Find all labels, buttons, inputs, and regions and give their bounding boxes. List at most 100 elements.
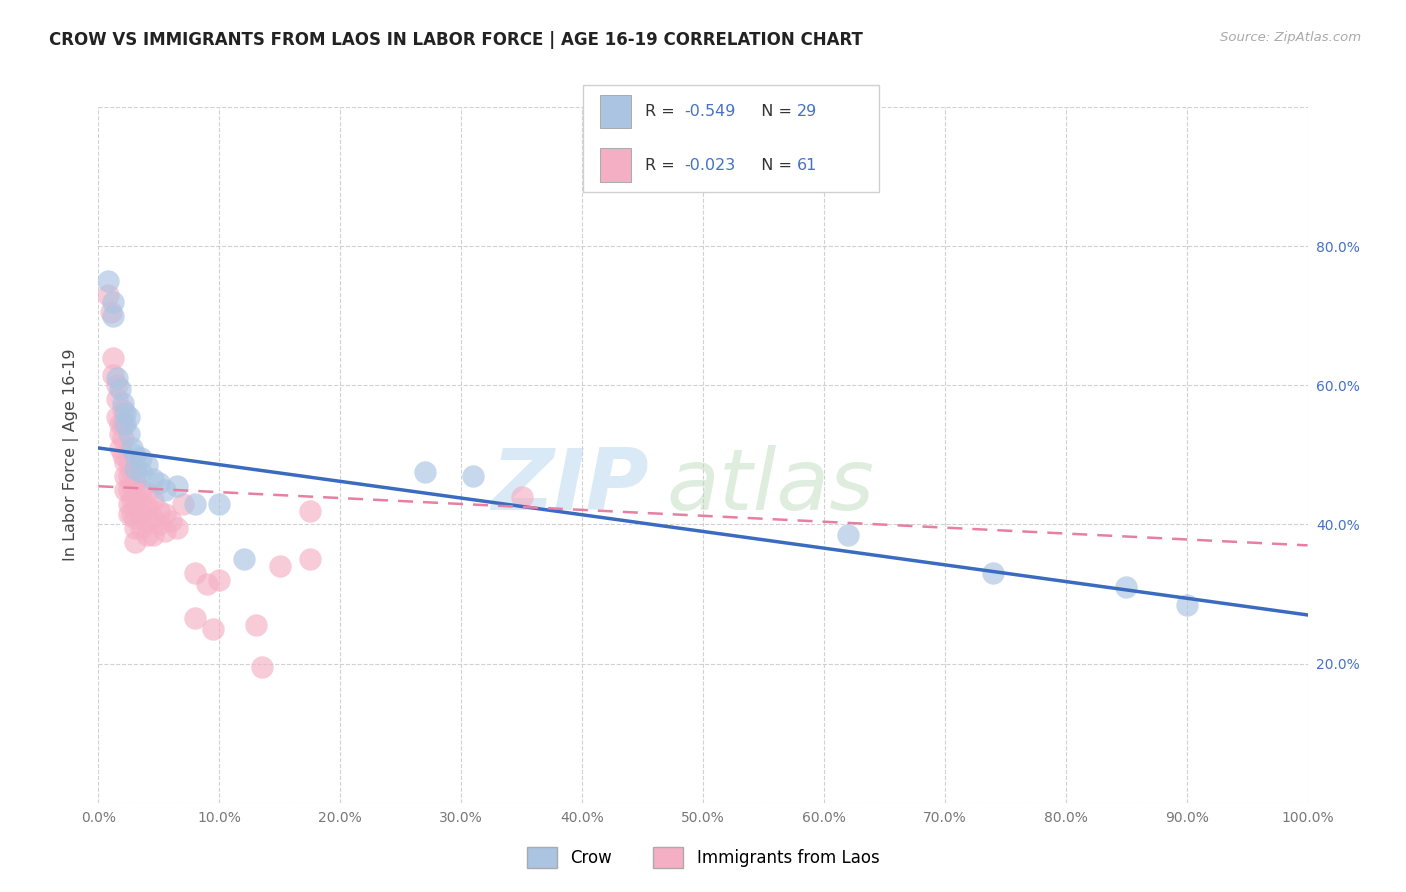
Text: -0.023: -0.023 — [685, 158, 735, 172]
Point — [111, 448, 134, 462]
Point — [1115, 580, 1137, 594]
Point — [118, 497, 141, 511]
Point — [124, 462, 146, 476]
Point — [121, 493, 143, 508]
Point — [118, 468, 141, 483]
Point — [510, 490, 533, 504]
Point — [105, 409, 128, 424]
Point — [129, 483, 152, 497]
Text: -0.549: -0.549 — [685, 104, 737, 119]
Point — [124, 486, 146, 500]
Point — [195, 576, 218, 591]
Point — [105, 378, 128, 392]
Y-axis label: In Labor Force | Age 16-19: In Labor Force | Age 16-19 — [63, 349, 79, 561]
Point — [118, 427, 141, 442]
Point — [121, 441, 143, 455]
Point — [148, 475, 170, 490]
Point — [114, 455, 136, 469]
Point — [135, 458, 157, 473]
Point — [250, 660, 273, 674]
Text: R =: R = — [645, 104, 681, 119]
Point — [108, 441, 131, 455]
Point — [121, 466, 143, 480]
Point — [129, 497, 152, 511]
Point — [135, 528, 157, 542]
Point — [111, 431, 134, 445]
Point — [114, 468, 136, 483]
Point — [299, 503, 322, 517]
Point — [172, 497, 194, 511]
Text: 29: 29 — [797, 104, 817, 119]
Point — [124, 475, 146, 490]
Point — [135, 514, 157, 528]
Point — [245, 618, 267, 632]
Point — [101, 294, 124, 309]
Point — [108, 427, 131, 442]
Point — [118, 455, 141, 469]
Point — [100, 305, 122, 319]
Point — [208, 497, 231, 511]
Point — [124, 500, 146, 514]
Point — [142, 528, 165, 542]
Text: N =: N = — [751, 104, 797, 119]
Point — [142, 472, 165, 486]
Point — [299, 552, 322, 566]
Point — [118, 409, 141, 424]
Point — [111, 417, 134, 431]
Point — [184, 497, 207, 511]
Point — [118, 507, 141, 521]
Point — [142, 510, 165, 524]
Point — [124, 510, 146, 524]
Point — [101, 351, 124, 365]
Text: R =: R = — [645, 158, 681, 172]
Point — [413, 466, 436, 480]
Point — [105, 392, 128, 407]
Point — [124, 535, 146, 549]
Point — [114, 483, 136, 497]
Point — [232, 552, 254, 566]
Point — [166, 479, 188, 493]
Point — [105, 371, 128, 385]
Point — [129, 521, 152, 535]
Point — [111, 396, 134, 410]
Point — [208, 573, 231, 587]
Point — [135, 500, 157, 514]
Point — [97, 288, 120, 302]
Point — [114, 417, 136, 431]
Legend: Crow, Immigrants from Laos: Crow, Immigrants from Laos — [520, 841, 886, 874]
Point — [142, 493, 165, 508]
Point — [97, 274, 120, 288]
Point — [202, 622, 225, 636]
Point — [153, 507, 176, 521]
Point — [129, 507, 152, 521]
Point — [160, 514, 183, 528]
Text: ZIP: ZIP — [491, 445, 648, 528]
Point — [121, 507, 143, 521]
Text: 61: 61 — [797, 158, 817, 172]
Point — [153, 524, 176, 539]
Point — [1175, 598, 1198, 612]
Point — [837, 528, 859, 542]
Point — [108, 382, 131, 396]
Point — [269, 559, 291, 574]
Point — [111, 402, 134, 417]
Point — [148, 503, 170, 517]
Point — [101, 368, 124, 382]
Point — [118, 483, 141, 497]
Point — [463, 468, 485, 483]
Point — [124, 521, 146, 535]
Point — [184, 566, 207, 581]
Point — [124, 448, 146, 462]
Point — [166, 521, 188, 535]
Point — [129, 451, 152, 466]
Text: atlas: atlas — [666, 445, 875, 528]
Point — [981, 566, 1004, 581]
Point — [121, 479, 143, 493]
Point — [153, 483, 176, 497]
Point — [108, 417, 131, 431]
Point — [184, 611, 207, 625]
Text: CROW VS IMMIGRANTS FROM LAOS IN LABOR FORCE | AGE 16-19 CORRELATION CHART: CROW VS IMMIGRANTS FROM LAOS IN LABOR FO… — [49, 31, 863, 49]
Point — [129, 466, 152, 480]
Point — [101, 309, 124, 323]
Point — [148, 517, 170, 532]
